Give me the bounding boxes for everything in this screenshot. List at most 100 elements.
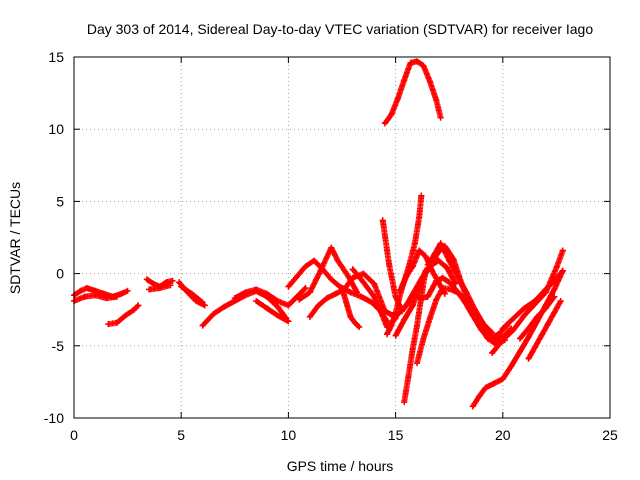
data-point bbox=[465, 303, 472, 310]
series-arc-10 bbox=[253, 298, 292, 325]
plot-frame bbox=[73, 56, 611, 419]
data-point bbox=[169, 277, 176, 284]
data-point bbox=[360, 270, 367, 277]
x-tick-label: 20 bbox=[495, 427, 511, 443]
data-point bbox=[221, 303, 228, 310]
data-point bbox=[81, 293, 88, 300]
data-point bbox=[463, 289, 470, 296]
data-point bbox=[285, 302, 292, 309]
data-point bbox=[146, 286, 153, 293]
y-tick-label: 0 bbox=[56, 266, 64, 282]
data-point bbox=[525, 325, 532, 332]
data-point bbox=[302, 285, 309, 292]
data-point bbox=[332, 290, 339, 297]
data-point bbox=[394, 95, 401, 102]
data-point bbox=[480, 321, 487, 328]
data-point bbox=[231, 295, 238, 302]
data-point bbox=[124, 287, 131, 294]
data-point bbox=[349, 266, 356, 273]
data-point bbox=[499, 376, 506, 383]
data-point bbox=[274, 312, 281, 319]
data-point bbox=[306, 313, 313, 320]
data-point bbox=[371, 293, 378, 300]
data-point bbox=[334, 257, 341, 264]
data-point bbox=[339, 285, 345, 292]
data-point bbox=[323, 295, 330, 302]
data-point bbox=[328, 244, 335, 251]
data-point bbox=[489, 329, 496, 336]
data-point bbox=[156, 285, 163, 292]
data-point bbox=[178, 283, 185, 290]
data-point bbox=[199, 322, 206, 329]
data-point bbox=[105, 321, 112, 328]
series-arc-9 bbox=[231, 285, 309, 309]
data-point bbox=[103, 295, 110, 302]
data-point bbox=[388, 111, 395, 118]
data-point bbox=[542, 305, 549, 312]
series-arc-7 bbox=[178, 283, 206, 306]
series-arc-27 bbox=[525, 298, 564, 362]
data-point bbox=[285, 283, 292, 290]
data-point bbox=[437, 240, 444, 247]
data-point bbox=[399, 308, 406, 315]
data-point bbox=[274, 303, 281, 310]
data-point bbox=[83, 285, 90, 292]
data-point bbox=[482, 384, 489, 391]
series-arc-19 bbox=[396, 247, 448, 297]
data-point bbox=[516, 348, 523, 355]
series-arc-3 bbox=[105, 302, 142, 328]
series-arc-26 bbox=[499, 267, 566, 332]
data-point bbox=[263, 305, 270, 312]
data-point bbox=[150, 280, 157, 287]
data-point bbox=[426, 315, 433, 322]
data-point bbox=[418, 192, 425, 199]
data-point bbox=[131, 306, 138, 313]
data-point bbox=[118, 290, 125, 297]
data-point bbox=[508, 363, 515, 370]
data-point bbox=[409, 263, 416, 270]
data-point bbox=[354, 289, 361, 296]
data-point bbox=[416, 214, 423, 221]
data-point bbox=[437, 114, 444, 121]
data-point bbox=[446, 279, 453, 286]
data-point bbox=[551, 293, 558, 300]
data-point bbox=[420, 62, 427, 69]
data-point bbox=[263, 290, 270, 297]
data-point bbox=[407, 59, 414, 66]
data-point bbox=[210, 311, 217, 318]
data-point bbox=[516, 335, 523, 342]
data-point bbox=[422, 267, 429, 274]
data-point bbox=[433, 296, 440, 303]
data-point bbox=[499, 337, 506, 344]
data-point bbox=[499, 325, 506, 332]
data-point bbox=[384, 331, 391, 338]
data-point bbox=[534, 313, 541, 320]
data-point bbox=[253, 298, 260, 305]
data-point bbox=[510, 326, 517, 333]
data-point bbox=[424, 293, 431, 300]
data-point bbox=[381, 120, 388, 127]
y-axis-label: SDTVAR / TECUs bbox=[7, 182, 23, 294]
data-point bbox=[431, 251, 438, 258]
data-point bbox=[285, 318, 292, 325]
data-point bbox=[409, 345, 416, 352]
data-point bbox=[538, 332, 545, 339]
data-point bbox=[531, 344, 538, 351]
data-point bbox=[491, 380, 498, 387]
data-point bbox=[441, 290, 448, 297]
grid-lines bbox=[74, 57, 610, 418]
data-point bbox=[328, 276, 335, 283]
data-point bbox=[510, 315, 517, 322]
x-tick-label: 15 bbox=[388, 427, 404, 443]
data-point bbox=[302, 263, 309, 270]
data-point bbox=[296, 296, 303, 303]
y-tick-label: -5 bbox=[52, 338, 65, 354]
data-point bbox=[551, 286, 558, 293]
data-point bbox=[274, 298, 281, 305]
data-point bbox=[405, 299, 412, 306]
data-point bbox=[448, 286, 455, 293]
series-arc-12 bbox=[296, 244, 361, 303]
y-tick-label: -10 bbox=[44, 410, 64, 426]
